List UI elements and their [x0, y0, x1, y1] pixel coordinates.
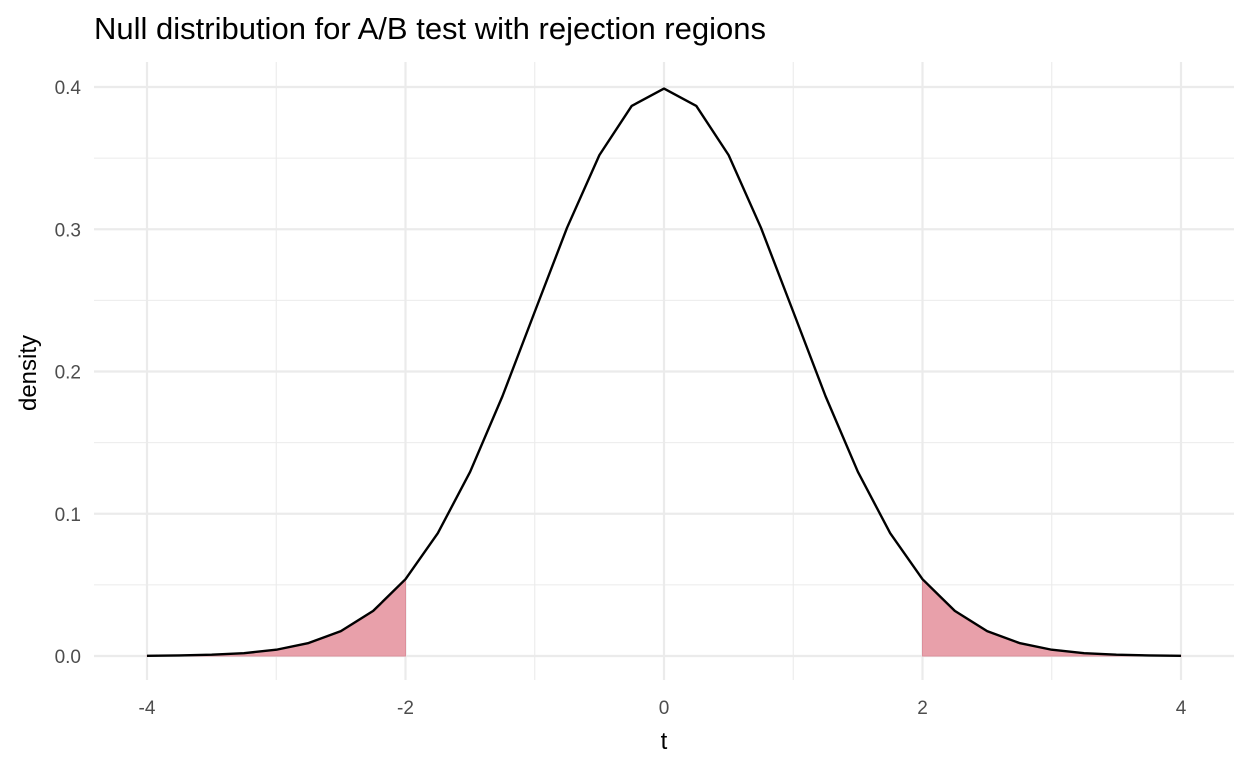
x-tick-label: 2	[917, 698, 928, 719]
x-tick-label: -2	[397, 698, 414, 719]
x-axis-title: t	[661, 728, 668, 755]
density-curve-group	[146, 87, 1182, 658]
chart-title: Null distribution for A/B test with reje…	[94, 11, 766, 46]
y-tick-label: 0.0	[55, 647, 81, 668]
x-tick-label: 4	[1176, 698, 1187, 719]
grid-lines	[94, 62, 1234, 680]
x-tick-label: -4	[139, 698, 156, 719]
x-tick-label: 0	[659, 698, 670, 719]
y-axis-tick-labels: 0.0 0.1 0.2 0.3 0.4	[55, 78, 82, 668]
y-tick-label: 0.1	[55, 505, 81, 526]
y-tick-label: 0.2	[55, 363, 81, 384]
y-tick-label: 0.4	[55, 78, 82, 99]
x-axis-tick-labels: -4 -2 0 2 4	[139, 698, 1187, 719]
y-axis-title: density	[15, 335, 42, 411]
y-tick-label: 0.3	[55, 220, 81, 241]
density-curve	[146, 87, 1182, 658]
